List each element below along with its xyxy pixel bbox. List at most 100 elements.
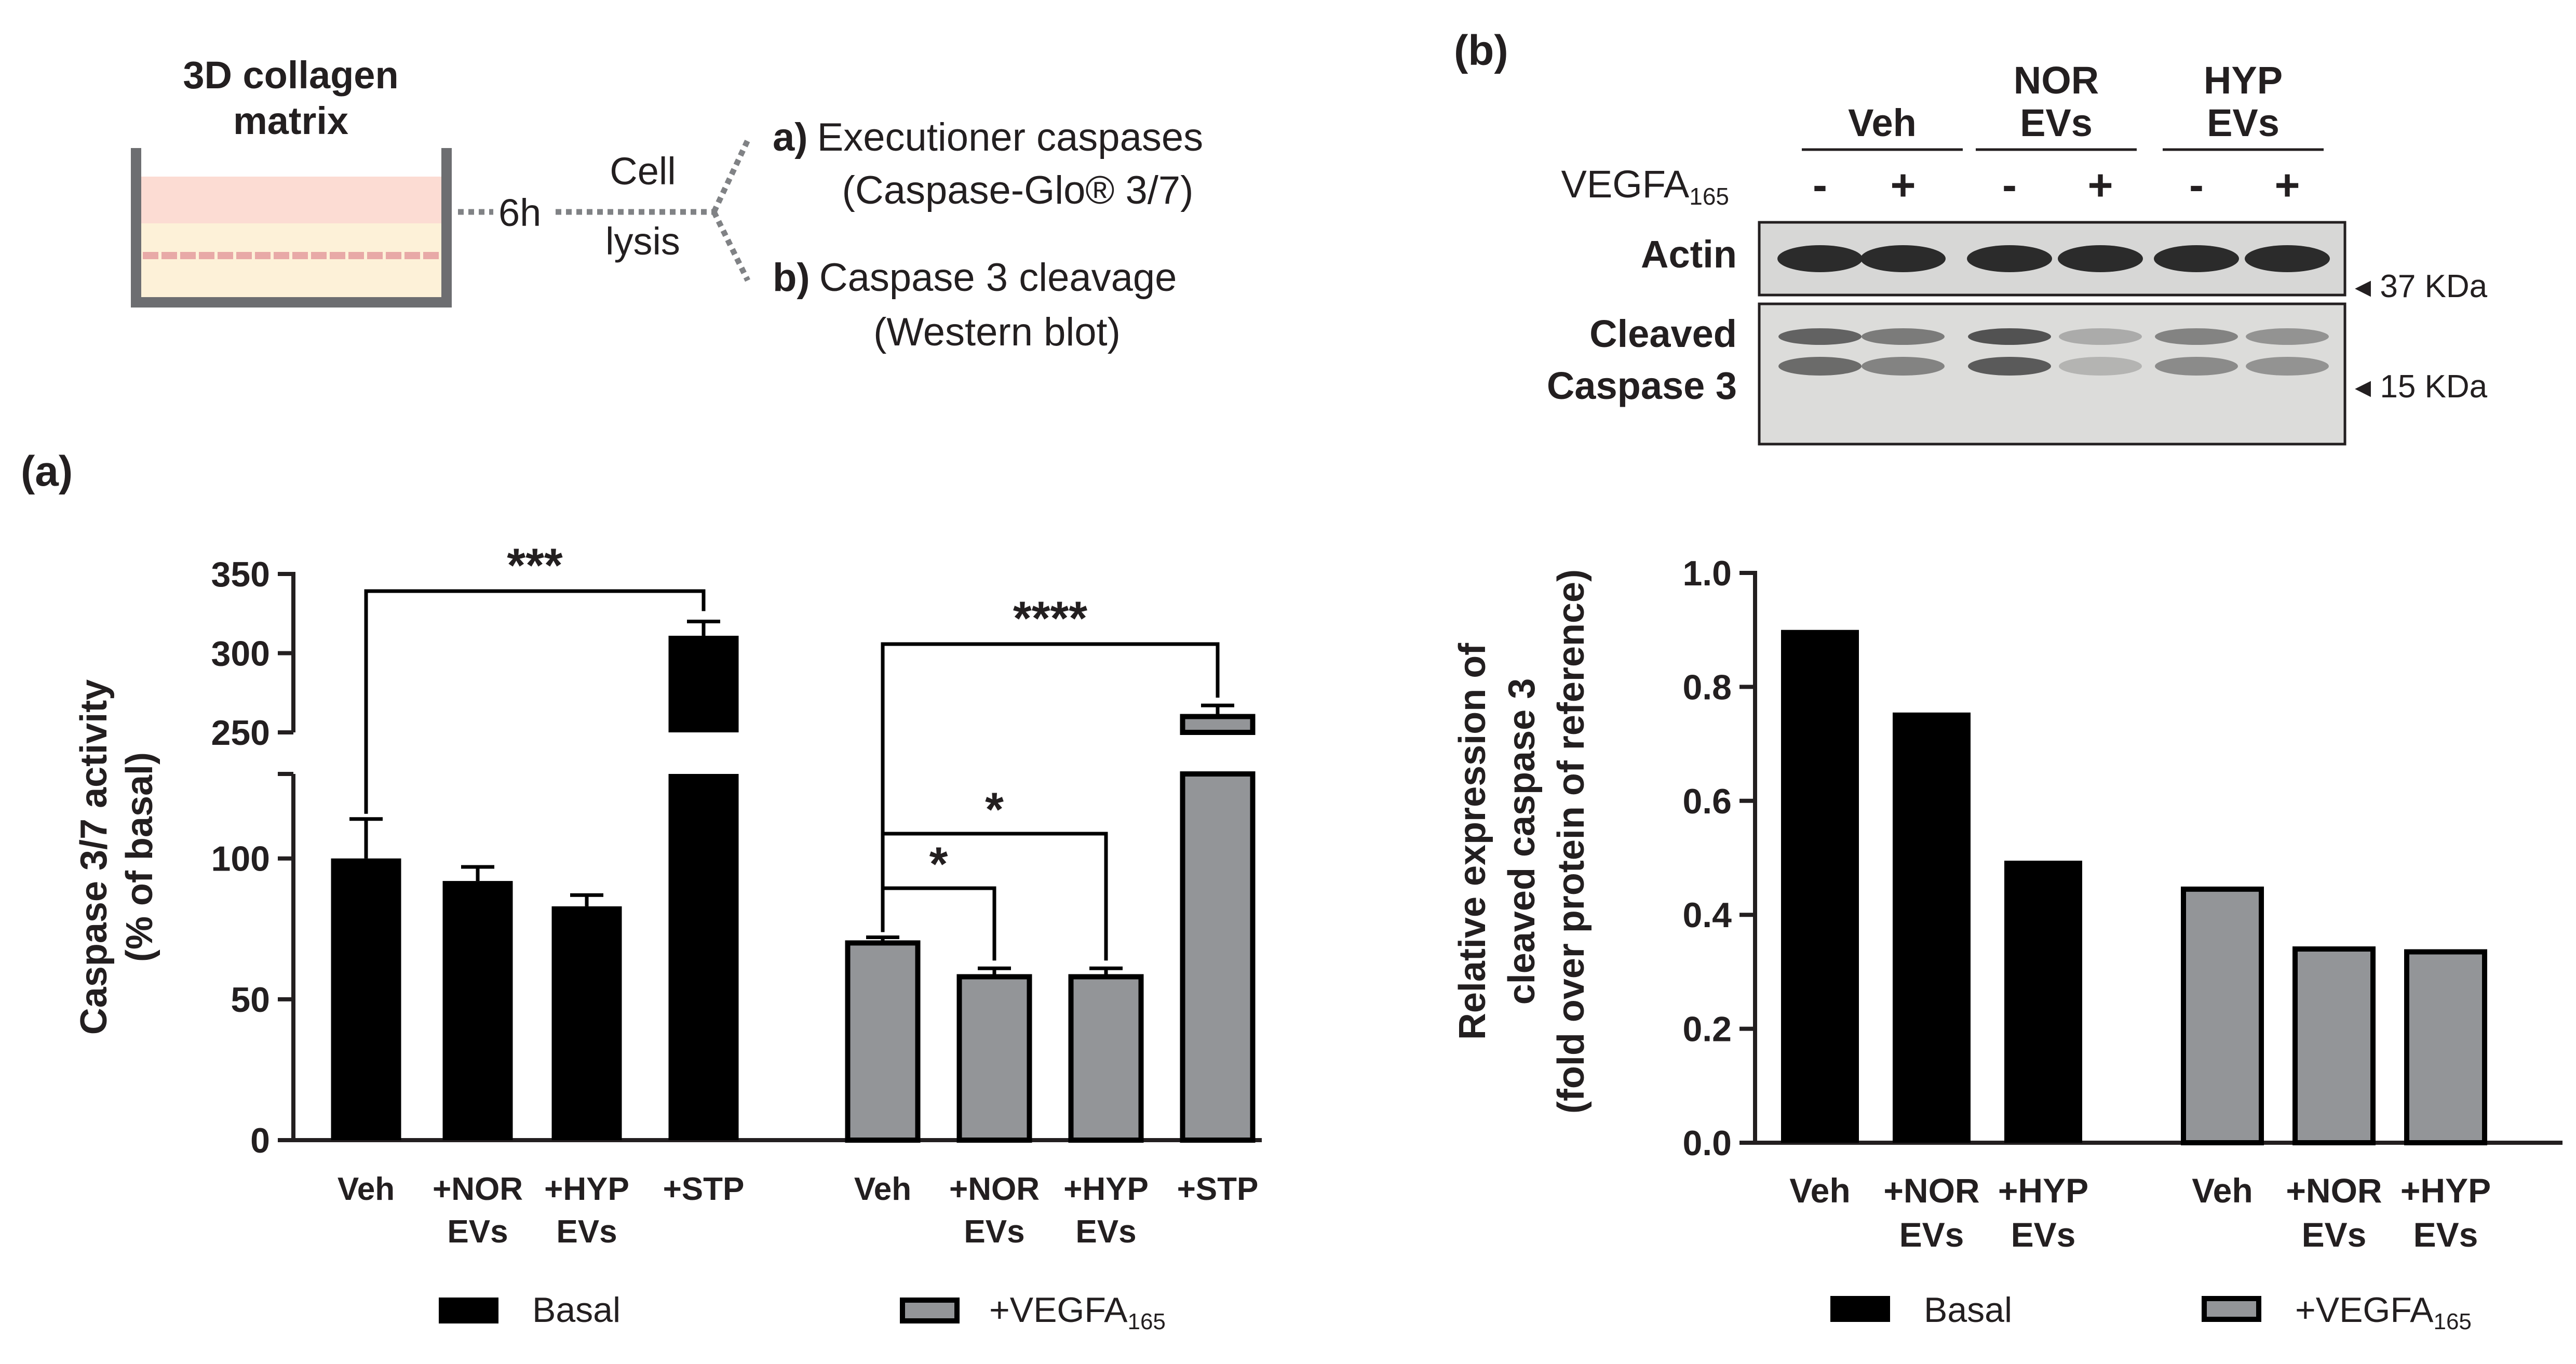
y-tick-label: 0.6 — [1682, 782, 1732, 821]
legend-swatch-vegfa — [900, 1298, 960, 1323]
wb-lane-signs: - + - + - + — [1813, 161, 2300, 209]
bar-lower-segment — [668, 774, 739, 1140]
caspase-upper-band — [1778, 328, 1862, 345]
caspase-membrane — [1758, 302, 2346, 446]
caspase-lower-band — [1862, 357, 1945, 376]
y-axis-title: Relative expression of cleaved caspase 3(… — [1452, 569, 1592, 1114]
bar — [442, 881, 513, 1140]
y-tick-label: 0.0 — [1682, 1124, 1732, 1163]
y-axis-title-line2: cleaved caspase 3 — [1501, 678, 1543, 1005]
legend-swatch-basal — [439, 1298, 498, 1323]
x-category-label-line2: EVs — [964, 1214, 1024, 1250]
bar-upper-segment — [668, 635, 739, 732]
wb-group-label: Veh — [1848, 101, 1917, 144]
actin-band — [1967, 245, 2052, 272]
actin-band — [1777, 245, 1863, 272]
wb-group-label-line1: NOR — [2014, 59, 2099, 102]
wb-lane-sign: + — [2087, 161, 2113, 209]
x-category-label: +NOR — [2286, 1171, 2382, 1210]
y-tick-label: 1.0 — [1682, 554, 1732, 593]
y-axis-title-line3: (fold over protein of reference) — [1550, 569, 1592, 1114]
actin-bands — [1777, 245, 2330, 272]
x-category-label-line2: EVs — [1899, 1215, 1964, 1254]
actin-band — [1860, 245, 1946, 272]
caspase-lower-band — [2059, 357, 2142, 376]
significance-bracket — [364, 589, 706, 814]
wb-lane-sign: + — [1890, 161, 1916, 209]
x-category-label-line2: EVs — [556, 1214, 617, 1250]
x-category-label-line2: EVs — [2302, 1215, 2367, 1254]
actin-band — [2245, 245, 2330, 272]
caspase-lower-band — [2246, 357, 2329, 376]
schematic: 3D collagen matrix 6h Cell lysis a) Execu… — [131, 54, 1203, 354]
x-category-label-line2: EVs — [447, 1214, 508, 1250]
bar — [845, 940, 921, 1143]
y-tick-label: 300 — [211, 634, 270, 674]
bar — [2292, 946, 2376, 1146]
wb-treatment-label: VEGFA165 — [1561, 163, 1729, 210]
well-icon — [131, 148, 452, 307]
x-category-label: +HYP — [1063, 1171, 1149, 1207]
x-category-label-line2: EVs — [1075, 1214, 1136, 1250]
y-tick-label: 0.8 — [1682, 667, 1732, 707]
x-category-label: +HYP — [1998, 1171, 2088, 1210]
caspase-lower-band — [1778, 357, 1862, 376]
wb-marker-15kda: ◂ 15 KDa — [2355, 369, 2488, 405]
legend-label-basal: Basal — [532, 1290, 621, 1330]
significance-stars: *** — [507, 539, 563, 592]
legend-label-vegfa-sub: 165 — [2433, 1309, 2471, 1334]
significance-bracket — [881, 642, 1220, 932]
caspase-lower-band — [1968, 357, 2051, 376]
panel-label-a: (a) — [21, 448, 73, 495]
caspase-upper-band — [1968, 328, 2051, 345]
x-category-label: +NOR — [949, 1171, 1040, 1207]
bar-lower-segment — [1180, 771, 1256, 1143]
y-axis-title-line2: (% of basal) — [119, 752, 160, 962]
gel-bottom-layer — [141, 223, 441, 297]
bar — [331, 858, 401, 1140]
x-category-label: +STP — [1177, 1171, 1259, 1207]
y-axis-title: Caspase 3/7 activity (% of basal) — [73, 679, 160, 1035]
wb-row-caspase-line2: Caspase 3 — [1547, 364, 1737, 407]
caspase-upper-band — [1862, 328, 1945, 345]
caspase-lower-band — [2155, 357, 2238, 376]
x-category-label: +STP — [663, 1171, 745, 1207]
wb-lane-sign: - — [2002, 161, 2017, 209]
wb-row-actin: Actin — [1641, 233, 1737, 276]
wb-marker-37kda: ◂ 37 KDa — [2355, 269, 2488, 304]
lysis-label-line1: Cell — [610, 150, 676, 193]
significance-stars: * — [929, 838, 948, 891]
bar — [1068, 974, 1144, 1143]
x-category-label-line2: EVs — [2413, 1215, 2478, 1254]
panel-label-b: (b) — [1454, 27, 1508, 74]
significance-bracket — [881, 832, 1108, 961]
y-tick-label: 0.2 — [1682, 1010, 1732, 1049]
legend-label-basal: Basal — [1924, 1290, 2012, 1330]
branch-b-dots — [711, 210, 750, 282]
bar — [2181, 886, 2264, 1145]
branch-a-text: a) Executioner caspases — [773, 115, 1203, 159]
x-category-label: +NOR — [1883, 1171, 1979, 1210]
y-axis-title-line1: Caspase 3/7 activity — [73, 679, 115, 1035]
x-category-label: Veh — [1789, 1171, 1850, 1210]
branch-b-text: b) Caspase 3 cleavage — [773, 256, 1177, 300]
wb-lane-sign: - — [2189, 161, 2204, 209]
lysis-label-line2: lysis — [605, 220, 680, 263]
branch-a-assay: (Caspase-Glo® 3/7) — [842, 168, 1194, 212]
wb-lane-sign: + — [2274, 161, 2300, 209]
y-tick-label: 0.4 — [1682, 895, 1732, 935]
wb-lane-sign: - — [1813, 161, 1827, 209]
x-category-label: Veh — [2192, 1171, 2253, 1210]
bar — [1781, 630, 1859, 1143]
legend-swatch-vegfa — [2202, 1296, 2261, 1322]
significance-stars: **** — [1013, 592, 1087, 645]
matrix-label-line1: 3D collagen — [183, 54, 398, 97]
wb-group-label-line1: HYP — [2204, 59, 2283, 102]
bar — [2004, 860, 2082, 1143]
bar-upper-segment — [1180, 714, 1256, 735]
cleaved-caspase-bands — [1778, 328, 2329, 376]
x-category-label: Veh — [338, 1171, 395, 1207]
